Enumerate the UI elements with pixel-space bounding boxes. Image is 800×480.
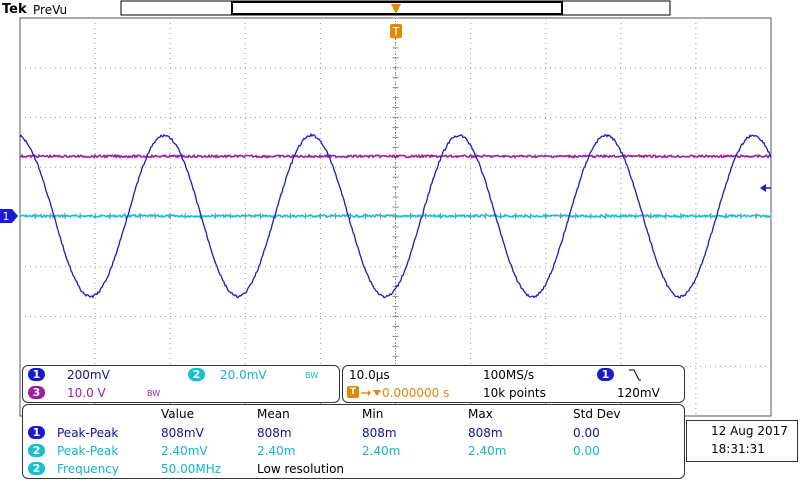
trace-channel-3 xyxy=(19,153,771,160)
trace-channel-2 xyxy=(19,213,772,219)
measurement-1-min: 808m xyxy=(362,426,397,440)
timebase-panel: 10.0µs 100MS/s 1 T 0.000000 s 10k points… xyxy=(342,365,685,403)
channel-2-scale: 20.0mV xyxy=(220,368,267,382)
date-label: 12 Aug 2017 xyxy=(711,424,788,438)
measurement-2-channel-badge[interactable]: 2 xyxy=(28,444,45,457)
channel-1-scale: 200mV xyxy=(67,368,110,382)
trigger-position-marker[interactable] xyxy=(390,4,402,38)
trigger-level: 120mV xyxy=(617,386,660,400)
channel-3-scale: 10.0 V xyxy=(67,386,106,400)
horizontal-position: 0.000000 s xyxy=(382,386,450,400)
trigger-source-badge[interactable]: 1 xyxy=(597,368,614,381)
measurement-2-mean: 2.40m xyxy=(257,444,296,458)
channel-1-badge[interactable]: 1 xyxy=(28,368,45,381)
trigger-position-label: T xyxy=(392,25,400,38)
header-max: Max xyxy=(468,407,493,421)
sample-rate: 100MS/s xyxy=(483,368,535,382)
channel-1-ground-marker[interactable] xyxy=(0,209,18,223)
header-value: Value xyxy=(161,407,194,421)
measurement-panel: Value Mean Min Max Std Dev 1 Peak-Peak 8… xyxy=(22,404,685,479)
acquisition-mode: PreVu xyxy=(33,3,68,17)
trace-channel-1 xyxy=(19,132,772,299)
traces xyxy=(19,132,772,299)
channel-3-bandwidth-icon: BW xyxy=(147,389,161,398)
arrow-to-delay-icon xyxy=(361,390,381,396)
measurement-3-channel-badge[interactable]: 2 xyxy=(28,462,45,475)
horizontal-scale: 10.0µs xyxy=(349,368,390,382)
falling-edge-icon xyxy=(629,369,641,381)
channel-2-badge[interactable]: 2 xyxy=(188,368,205,381)
header-min: Min xyxy=(362,407,384,421)
measurement-1-channel-badge[interactable]: 1 xyxy=(28,426,45,439)
measurement-3-status: Low resolution xyxy=(257,462,345,476)
channel-settings-panel: 1 200mV 2 20.0mV BW 3 10.0 V BW xyxy=(22,365,340,403)
measurement-2-min: 2.40m xyxy=(362,444,401,458)
measurement-1-std-dev: 0.00 xyxy=(573,426,600,440)
measurement-2-name: Peak-Peak xyxy=(57,444,119,458)
trigger-level-arrow[interactable] xyxy=(760,184,771,192)
header-std-dev: Std Dev xyxy=(573,407,621,421)
measurement-2-max: 2.40m xyxy=(468,444,507,458)
record-length: 10k points xyxy=(483,386,546,400)
measurement-3-value: 50.00MHz xyxy=(161,462,222,476)
measurement-1-name: Peak-Peak xyxy=(57,426,119,440)
trigger-position-icon: T xyxy=(347,386,359,398)
measurement-3-name: Frequency xyxy=(57,462,119,476)
datetime-box: 12 Aug 2017 18:31:31 xyxy=(686,420,798,462)
channel-3-badge[interactable]: 3 xyxy=(28,386,45,399)
header-mean: Mean xyxy=(257,407,290,421)
measurement-1-max: 808m xyxy=(468,426,503,440)
brand-logo: Tek xyxy=(2,2,27,17)
measurement-1-value: 808mV xyxy=(161,426,204,440)
channel-1-ground-label: 1 xyxy=(3,210,10,223)
measurement-2-value: 2.40mV xyxy=(161,444,208,458)
channel-2-bandwidth-icon: BW xyxy=(305,371,319,380)
measurement-2-std-dev: 0.00 xyxy=(573,444,600,458)
measurement-1-mean: 808m xyxy=(257,426,292,440)
time-label: 18:31:31 xyxy=(711,442,765,456)
